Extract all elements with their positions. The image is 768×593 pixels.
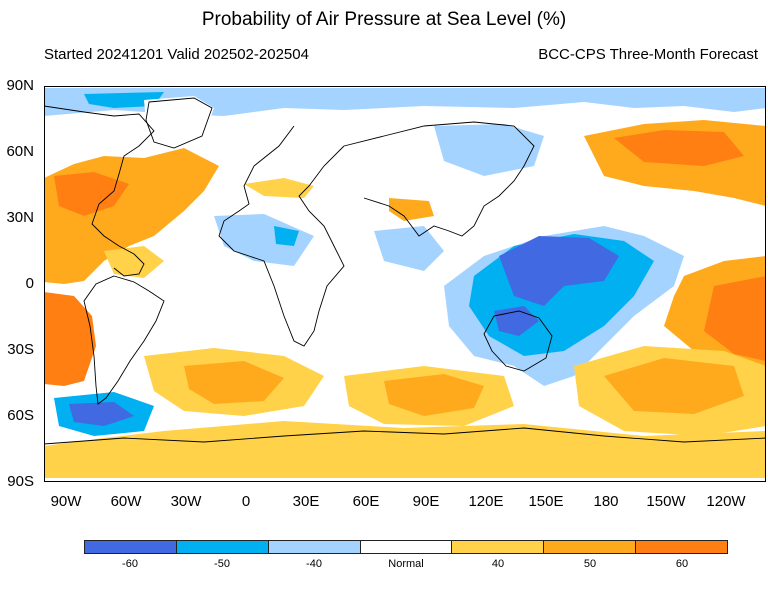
map-title: Probability of Air Pressure at Sea Level… (201, 9, 567, 30)
map-frame (44, 86, 766, 482)
greenland-coast (145, 97, 213, 149)
lat-label-equator: 0 (25, 275, 34, 292)
lon-label-120w: 120W (706, 493, 746, 510)
world-map (44, 86, 766, 482)
south-pacific-orange (604, 358, 744, 414)
colorbar-segment-40 (452, 541, 545, 553)
lat-label-90s: 90S (7, 473, 34, 490)
lon-label-60w: 60W (110, 493, 142, 510)
lon-label-90e: 90E (412, 493, 440, 510)
lat-label-60n: 60N (6, 143, 34, 160)
lat-label-60s: 60S (7, 407, 34, 424)
lat-label-90n: 90N (6, 77, 34, 94)
forecast-period: Started 20241201 Valid 202502-202504 (44, 46, 309, 63)
north-pacific-deep-orange (614, 130, 744, 166)
coastlines (44, 97, 766, 445)
colorbar-segment-minus50 (176, 541, 269, 553)
lat-label-30n: 30N (6, 209, 34, 226)
india-light-blue (374, 226, 444, 271)
colorbar-label-40: 40 (491, 558, 505, 570)
colorbar-segment-minus40 (268, 541, 361, 553)
africa-blue (274, 226, 299, 246)
north-america-coast (44, 105, 155, 277)
australia-coast (483, 310, 553, 372)
lon-label-180: 180 (593, 493, 619, 510)
lon-label-150e: 150E (528, 493, 564, 510)
lon-label-120e: 120E (468, 493, 504, 510)
lon-label-30e: 30E (292, 493, 320, 510)
east-asia-light-blue (434, 124, 544, 176)
colorbar-label-normal: Normal (388, 558, 424, 570)
south-indian-orange (384, 374, 484, 416)
lon-label-90w: 90W (50, 493, 82, 510)
colorbar-label-minus40: -40 (306, 558, 322, 570)
colorbar-label-minus50: -50 (214, 558, 230, 570)
colorbar-segment-60 (636, 541, 728, 553)
colorbar-label-50: 50 (583, 558, 597, 570)
colorbar-segment-normal (360, 541, 453, 553)
colorbar-label-minus60: -60 (122, 558, 138, 570)
south-atlantic-orange (184, 361, 284, 404)
colorbar (84, 540, 728, 554)
europe-yellow (244, 178, 314, 198)
arabia-orange (389, 198, 434, 221)
antarctic-yellow (44, 421, 766, 478)
lon-label-30w: 30W (170, 493, 202, 510)
south-america-coast (83, 275, 165, 405)
arctic-blue (84, 92, 164, 108)
caribbean-yellow (104, 246, 164, 278)
colorbar-segment-minus60 (85, 541, 177, 553)
forecast-source: BCC-CPS Three-Month Forecast (538, 46, 758, 63)
anomaly-field (44, 88, 766, 478)
south-america-deep-orange (44, 292, 96, 386)
drake-dark-blue (69, 402, 134, 426)
europe-africa-coast (218, 125, 345, 347)
asia-coast (343, 121, 535, 237)
north-america-deep-orange (54, 172, 129, 216)
west-pacific-dark-blue (499, 236, 619, 306)
colorbar-segment-50 (544, 541, 637, 553)
lon-label-60e: 60E (352, 493, 380, 510)
arctic-light-blue (44, 88, 766, 116)
lat-label-30s: 30S (7, 341, 34, 358)
greenland-white (144, 96, 214, 150)
lon-label-0: 0 (241, 493, 251, 510)
colorbar-label-60: 60 (675, 558, 689, 570)
lon-label-150w: 150W (646, 493, 686, 510)
east-pacific-deep-orange (704, 276, 766, 361)
antarctica-coast (44, 427, 766, 445)
